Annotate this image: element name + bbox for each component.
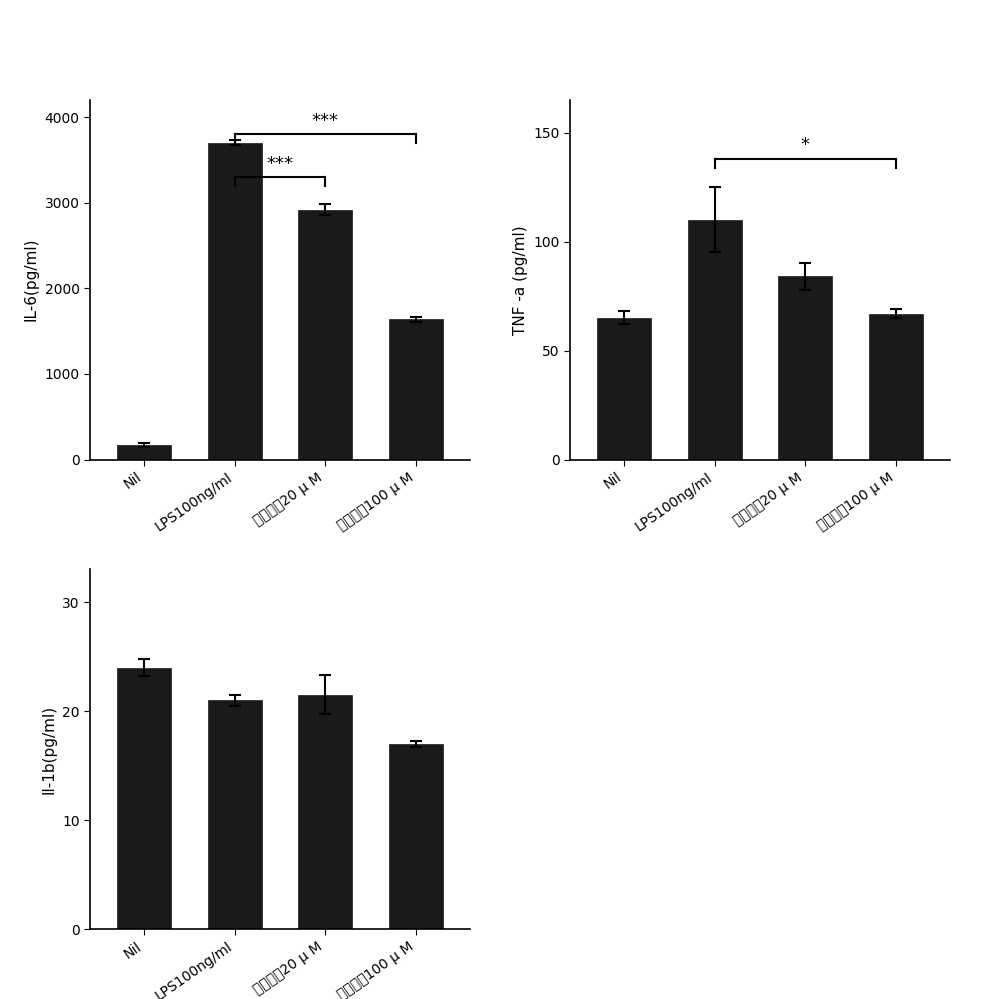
- Text: *: *: [801, 137, 810, 155]
- Text: ***: ***: [312, 112, 339, 130]
- Bar: [298, 694, 352, 929]
- Bar: [117, 445, 171, 460]
- Bar: [389, 319, 443, 460]
- Bar: [208, 143, 262, 460]
- Y-axis label: Il-1b(pg/ml): Il-1b(pg/ml): [41, 704, 56, 794]
- Y-axis label: IL-6(pg/ml): IL-6(pg/ml): [24, 238, 39, 322]
- Text: ***: ***: [266, 155, 294, 173]
- Bar: [869, 314, 923, 460]
- Bar: [688, 220, 742, 460]
- Bar: [389, 744, 443, 929]
- Y-axis label: TNF -a (pg/ml): TNF -a (pg/ml): [513, 225, 528, 335]
- Bar: [117, 667, 171, 929]
- Bar: [778, 277, 832, 460]
- Bar: [597, 318, 651, 460]
- Bar: [208, 700, 262, 929]
- Bar: [298, 210, 352, 460]
